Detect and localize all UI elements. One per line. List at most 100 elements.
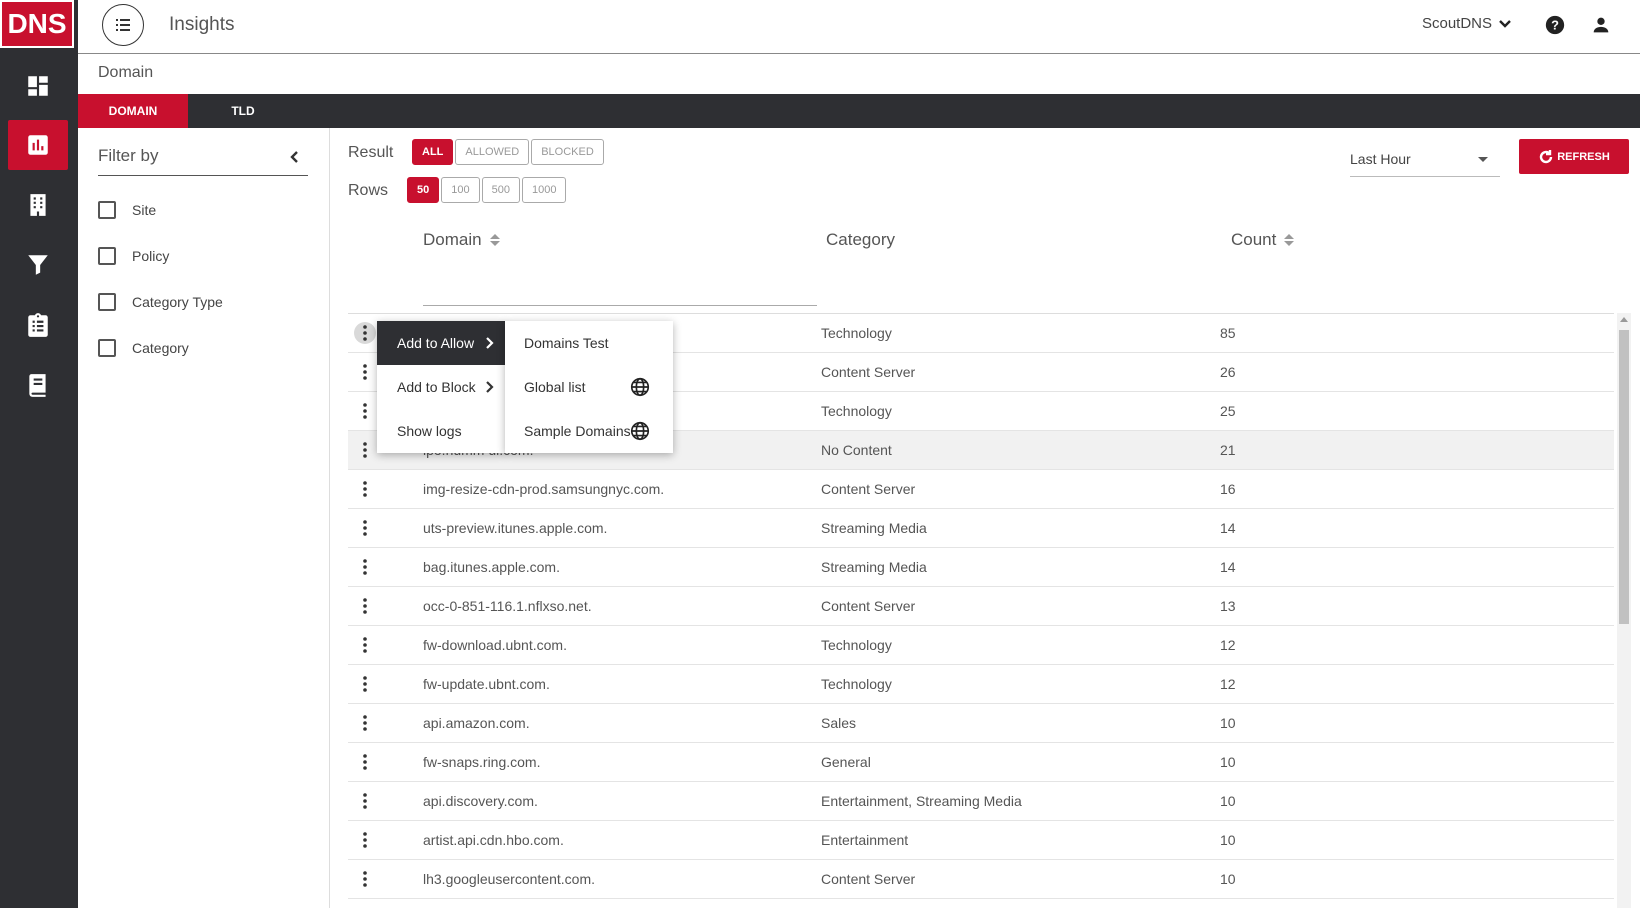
time-range-select[interactable]: Last Hour	[1350, 141, 1500, 177]
menu-item-show-logs[interactable]: Show logs	[377, 409, 506, 453]
column-label: Category	[826, 230, 895, 249]
rows-500-button[interactable]: 500	[481, 177, 520, 203]
category-cell: Streaming Media	[821, 559, 927, 575]
tab-domain[interactable]: DOMAIN	[78, 94, 188, 128]
submenu-item-label: Domains Test	[524, 335, 609, 351]
refresh-icon	[1540, 149, 1553, 163]
count-cell: 12	[1220, 637, 1236, 653]
filter-label: Site	[132, 202, 157, 218]
category-checkbox[interactable]	[98, 339, 116, 357]
count-cell: 14	[1220, 520, 1236, 536]
scrollbar[interactable]	[1617, 313, 1631, 908]
table-row[interactable]: uts-preview.itunes.apple.com. Streaming M…	[348, 509, 1614, 548]
category-type-checkbox[interactable]	[98, 293, 116, 311]
category-cell: Technology	[821, 637, 892, 653]
sort-icon[interactable]	[1284, 234, 1295, 246]
more-vert-icon[interactable]	[354, 478, 376, 500]
table-row[interactable]: api.amazon.com. Sales 10	[348, 704, 1614, 743]
tab-tld[interactable]: TLD	[231, 104, 255, 118]
more-vert-icon[interactable]	[354, 751, 376, 773]
more-vert-icon[interactable]	[354, 517, 376, 539]
table-row[interactable]: Technology 25	[348, 392, 1614, 431]
menu-button[interactable]	[102, 4, 144, 46]
chevron-down-icon	[1499, 19, 1511, 28]
more-vert-icon[interactable]	[354, 712, 376, 734]
more-vert-icon[interactable]	[354, 829, 376, 851]
menu-item-add-to-block[interactable]: Add to Block	[377, 365, 506, 409]
more-vert-icon[interactable]	[354, 634, 376, 656]
domain-cell: artist.api.cdn.hbo.com.	[423, 832, 564, 848]
table-row[interactable]: Content Server 26	[348, 353, 1614, 392]
filter-policy[interactable]: Policy	[98, 244, 169, 268]
more-vert-icon[interactable]	[354, 556, 376, 578]
table-row[interactable]: artist.api.cdn.hbo.com. Entertainment 10	[348, 821, 1614, 860]
result-allowed-button[interactable]: ALLOWED	[455, 139, 530, 165]
table-row[interactable]: fw-download.ubnt.com. Technology 12	[348, 626, 1614, 665]
scrollbar-thumb[interactable]	[1619, 330, 1629, 624]
rows-toggle: 50 100 500 1000	[407, 177, 567, 203]
column-label: Count	[1231, 230, 1277, 249]
time-range-value: Last Hour	[1350, 151, 1411, 167]
brand-logo[interactable]: DNS	[0, 0, 74, 48]
table-row[interactable]: bag.itunes.apple.com. Streaming Media 14	[348, 548, 1614, 587]
column-header-count[interactable]: Count	[1231, 230, 1295, 250]
more-vert-icon[interactable]	[354, 673, 376, 695]
filter-header[interactable]: Filter by	[98, 142, 308, 176]
book-icon[interactable]	[8, 360, 68, 410]
more-vert-icon[interactable]	[354, 790, 376, 812]
user-icon[interactable]	[1590, 14, 1612, 36]
more-vert-icon[interactable]	[354, 595, 376, 617]
result-label: Result	[348, 144, 394, 161]
sort-icon[interactable]	[489, 234, 500, 246]
filter-site[interactable]: Site	[98, 198, 156, 222]
rows-100-button[interactable]: 100	[441, 177, 480, 203]
menu-item-add-to-allow[interactable]: Add to Allow	[377, 321, 506, 365]
table-row[interactable]: Technology 85	[348, 314, 1614, 353]
result-all-button[interactable]: ALL	[412, 139, 454, 165]
refresh-label: REFRESH	[1557, 150, 1610, 163]
table-row[interactable]: fw-update.ubnt.com. Technology 12	[348, 665, 1614, 704]
submenu-item-sample-domains[interactable]: Sample Domains	[505, 409, 673, 453]
domain-cell: occ-0-851-116.1.nflxso.net.	[423, 598, 592, 614]
submenu-item-global-list[interactable]: Global list	[505, 365, 673, 409]
building-icon[interactable]	[8, 180, 68, 230]
dropdown-caret-icon	[1478, 157, 1488, 162]
filter-icon[interactable]	[8, 240, 68, 290]
submenu-item-domains-test[interactable]: Domains Test	[505, 321, 673, 365]
insights-icon[interactable]	[8, 120, 68, 170]
more-vert-icon[interactable]	[354, 400, 376, 422]
filter-category-type[interactable]: Category Type	[98, 290, 223, 314]
rows-label: Rows	[348, 182, 389, 199]
help-icon[interactable]: ?	[1544, 14, 1566, 36]
more-vert-icon[interactable]	[354, 322, 376, 344]
site-checkbox[interactable]	[98, 201, 116, 219]
table-row[interactable]: fw-snaps.ring.com. General 10	[348, 743, 1614, 782]
policy-checkbox[interactable]	[98, 247, 116, 265]
more-vert-icon[interactable]	[354, 361, 376, 383]
table-row[interactable]: lh3.googleusercontent.com. Content Server…	[348, 860, 1614, 899]
clipboard-icon[interactable]	[8, 300, 68, 350]
more-vert-icon[interactable]	[354, 868, 376, 890]
column-header-domain[interactable]: Domain	[423, 230, 500, 250]
category-cell: General	[821, 754, 871, 770]
table-row[interactable]: api.discovery.com. Entertainment, Streami…	[348, 782, 1614, 821]
filter-category[interactable]: Category	[98, 336, 189, 360]
domain-search-input[interactable]	[423, 305, 817, 306]
category-cell: Technology	[821, 676, 892, 692]
domain-cell: fw-update.ubnt.com.	[423, 676, 550, 692]
dashboard-icon[interactable]	[8, 61, 68, 111]
page-title: Insights	[169, 14, 235, 35]
scroll-up-icon[interactable]	[1620, 317, 1628, 322]
domain-cell: fw-download.ubnt.com.	[423, 637, 567, 653]
table-row[interactable]: occ-0-851-116.1.nflxso.net. Content Serve…	[348, 587, 1614, 626]
more-vert-icon[interactable]	[354, 439, 376, 461]
account-dropdown[interactable]: ScoutDNS	[1422, 15, 1512, 32]
count-cell: 13	[1220, 598, 1236, 614]
sidebar: DNS	[0, 0, 78, 908]
chevron-left-icon[interactable]	[288, 150, 302, 164]
refresh-button[interactable]: REFRESH	[1519, 139, 1629, 174]
result-blocked-button[interactable]: BLOCKED	[531, 139, 604, 165]
table-row[interactable]: img-resize-cdn-prod.samsungnyc.com. Conte…	[348, 470, 1614, 509]
rows-50-button[interactable]: 50	[407, 177, 440, 203]
rows-1000-button[interactable]: 1000	[521, 177, 567, 203]
